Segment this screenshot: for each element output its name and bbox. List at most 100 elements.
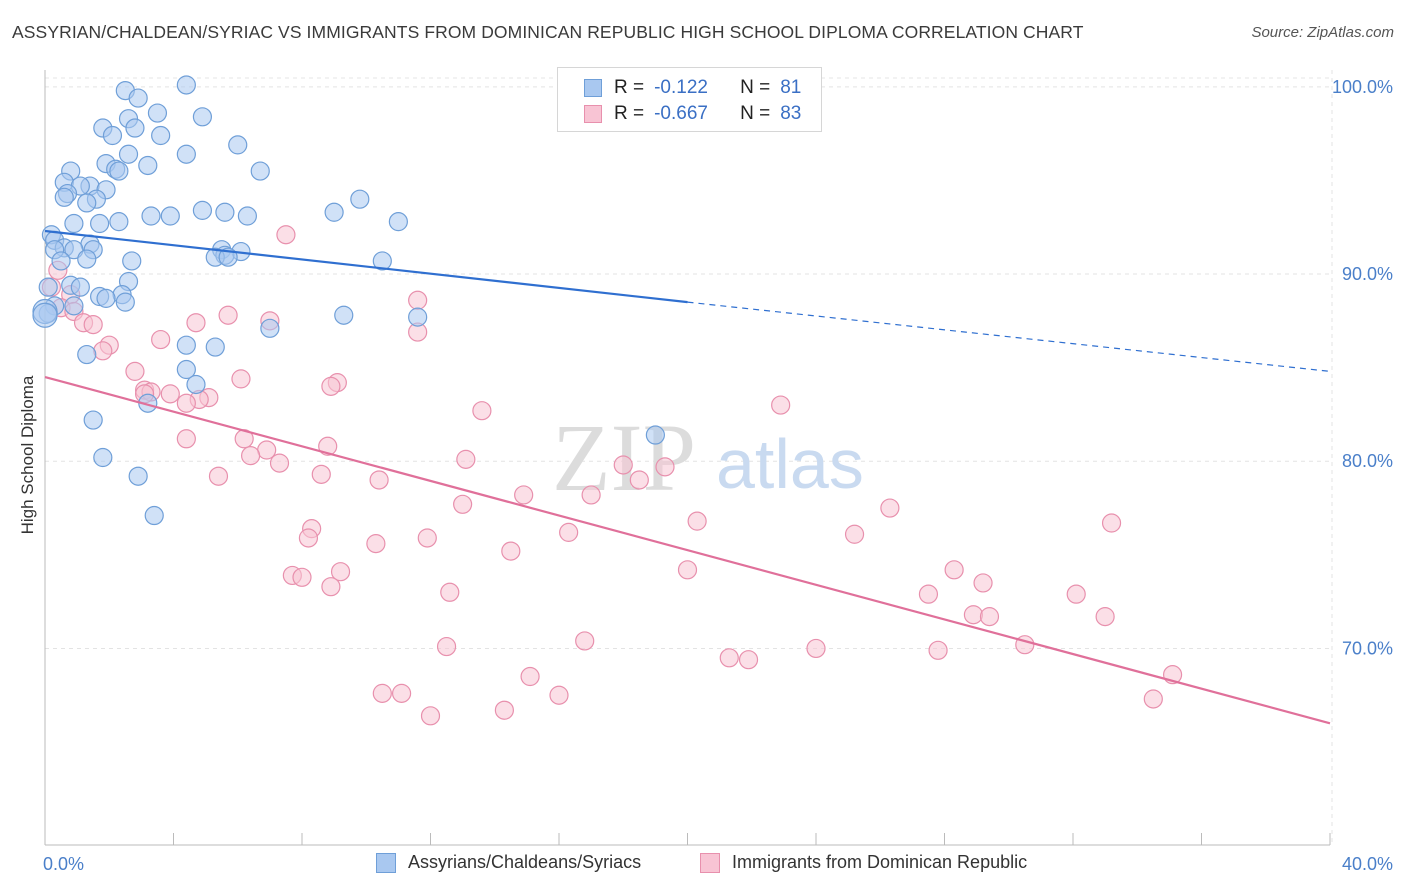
data-point <box>645 425 665 445</box>
data-point <box>330 562 351 582</box>
data-point <box>128 466 148 486</box>
data-point <box>408 307 428 327</box>
data-point <box>147 103 168 123</box>
data-point <box>944 560 964 580</box>
data-point <box>880 498 900 518</box>
data-point <box>141 206 161 226</box>
trend-lines <box>44 229 1331 725</box>
data-point <box>440 582 460 602</box>
data-point <box>64 240 84 260</box>
data-point <box>372 251 392 271</box>
data-point <box>90 213 110 234</box>
data-point <box>64 213 84 234</box>
data-point <box>138 155 158 176</box>
data-point <box>738 650 759 670</box>
legend-row-dominican: R = -0.667 N = 83 <box>584 102 801 126</box>
trend-line <box>44 375 1331 725</box>
data-point <box>231 369 251 389</box>
data-point <box>918 584 939 604</box>
data-point <box>613 455 633 475</box>
watermark: ZIP atlas <box>552 404 864 511</box>
data-point <box>408 290 428 310</box>
data-point <box>96 288 116 308</box>
data-point <box>417 528 437 548</box>
legend-item-dominican[interactable]: Immigrants from Dominican Republic <box>700 852 1027 873</box>
data-point <box>128 88 148 108</box>
data-point <box>1101 513 1122 533</box>
data-point <box>250 161 270 181</box>
data-point <box>83 410 103 430</box>
data-point <box>260 318 280 338</box>
data-point <box>453 494 473 514</box>
data-point <box>192 107 213 127</box>
data-point <box>687 511 707 531</box>
data-point <box>806 638 826 659</box>
data-point <box>973 573 993 593</box>
data-point <box>456 449 476 469</box>
data-point <box>176 393 196 413</box>
data-point <box>176 144 196 164</box>
data-point <box>77 193 97 213</box>
legend-swatch-pink <box>584 105 602 123</box>
legend-n-value: 83 <box>780 103 802 124</box>
data-point <box>298 528 319 548</box>
data-points <box>32 75 1183 726</box>
legend-label-assyrians: Assyrians/Chaldeans/Syriacs <box>408 852 642 872</box>
data-point <box>771 395 791 415</box>
data-point <box>144 505 164 526</box>
data-point <box>186 313 206 333</box>
data-point <box>388 212 408 232</box>
data-point <box>321 577 341 597</box>
chart-title: ASSYRIAN/CHALDEAN/SYRIAC VS IMMIGRANTS F… <box>12 22 1084 42</box>
data-point <box>655 457 675 477</box>
data-point <box>176 75 196 95</box>
legend-swatch-pink <box>700 852 720 873</box>
data-point <box>192 200 213 220</box>
legend-row-assyrians: R = -0.122 N = 81 <box>584 76 801 100</box>
data-point <box>979 607 1000 627</box>
data-point <box>321 376 341 396</box>
data-point <box>109 161 129 181</box>
data-point <box>334 305 354 325</box>
data-point <box>118 144 139 164</box>
data-point <box>237 206 257 226</box>
data-point <box>122 251 142 271</box>
data-point <box>77 344 97 365</box>
data-point <box>93 341 113 361</box>
data-point <box>372 683 392 703</box>
data-point <box>32 302 58 328</box>
data-point <box>115 292 135 312</box>
data-point <box>350 189 370 209</box>
correlation-legend: R = -0.122 N = 81 R = -0.667 N = 83 <box>557 67 822 132</box>
data-point <box>218 305 238 325</box>
data-point <box>269 453 290 473</box>
data-point <box>205 337 225 357</box>
data-point <box>38 277 58 297</box>
legend-r-value: -0.122 <box>654 77 708 98</box>
data-point <box>64 296 84 316</box>
data-point <box>514 485 534 505</box>
data-point <box>311 464 331 484</box>
data-point <box>241 446 261 466</box>
data-point <box>77 249 97 269</box>
x-tick-label: 40.0% <box>1342 854 1393 874</box>
data-point <box>176 335 196 355</box>
legend-swatch-blue <box>376 852 396 873</box>
watermark-atlas: atlas <box>716 425 864 503</box>
data-point <box>318 436 338 456</box>
data-point <box>844 524 865 544</box>
x-tick-label: 0.0% <box>43 854 84 874</box>
legend-item-assyrians[interactable]: Assyrians/Chaldeans/Syriacs <box>376 852 641 873</box>
data-point <box>51 251 71 271</box>
data-point <box>963 605 984 625</box>
data-point <box>501 541 521 561</box>
y-tick-label: 100.0% <box>1332 77 1393 97</box>
data-point <box>1143 689 1163 709</box>
data-point <box>472 401 492 421</box>
data-point <box>83 314 103 335</box>
data-point <box>70 277 90 297</box>
data-point <box>102 125 123 146</box>
data-point <box>151 329 171 350</box>
data-point <box>559 522 579 542</box>
